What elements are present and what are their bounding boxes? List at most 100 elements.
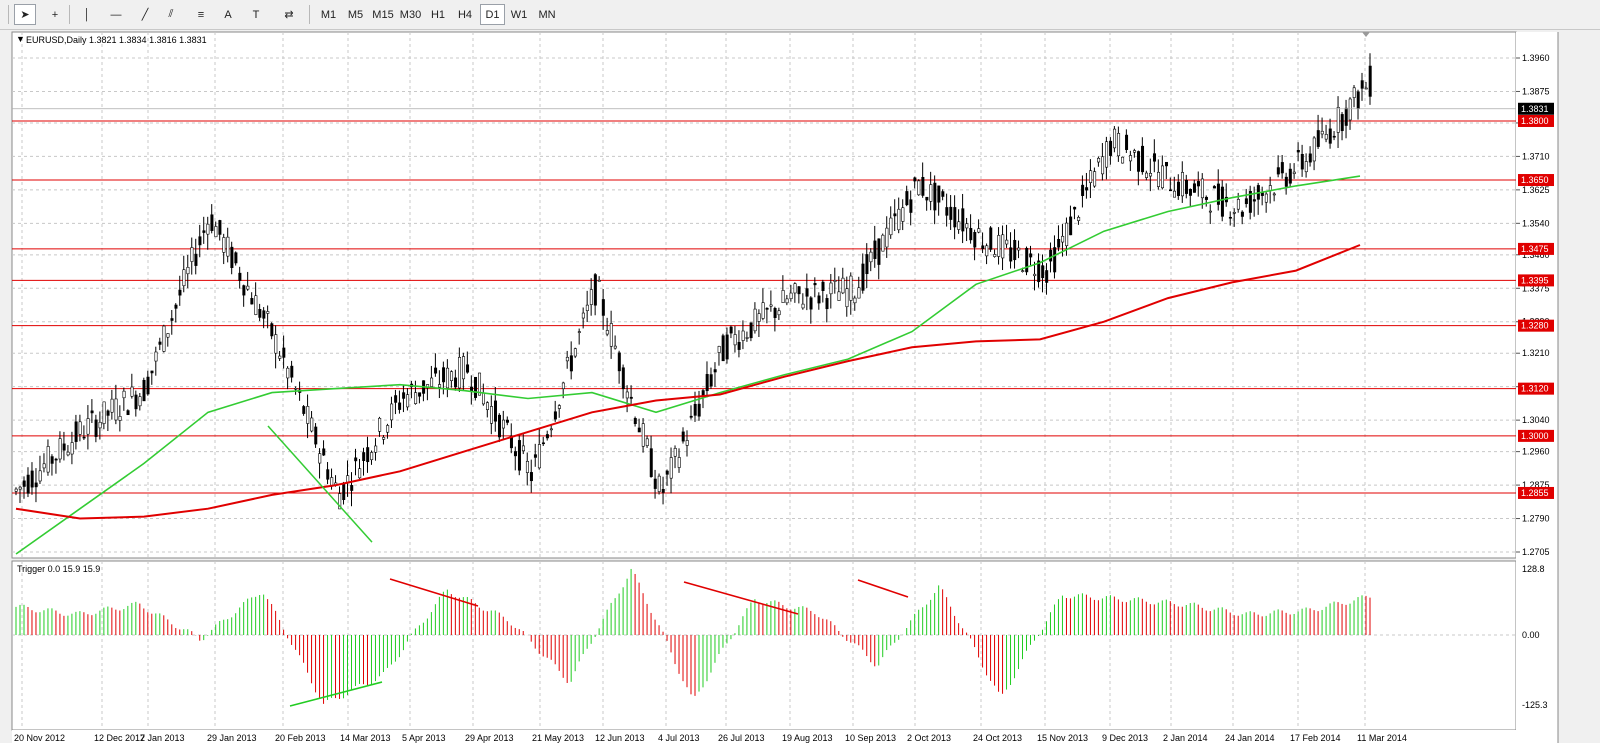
- candle-body: [454, 377, 458, 388]
- candle-body: [685, 440, 689, 446]
- candle-body: [529, 472, 533, 482]
- horizontal-line-icon-button[interactable]: —: [105, 4, 127, 25]
- timeframe-m1-button[interactable]: M1: [320, 8, 337, 21]
- candle-body: [402, 392, 406, 399]
- indicator-panel[interactable]: [11, 560, 1517, 731]
- candle-body: [282, 347, 286, 358]
- toolbar: ➤ + │ — ╱ ⫽ ≡ A T ⇄ M1 M5 M15 M30 H1 H4 D1 W1 MN: [0, 0, 1600, 30]
- timeframe-h4-button[interactable]: H4: [457, 8, 473, 21]
- candle-body: [653, 478, 657, 489]
- candle-body: [386, 425, 390, 433]
- cursor-icon-button[interactable]: ➤: [14, 4, 36, 25]
- candle-body: [18, 486, 22, 490]
- crosshair-icon-button[interactable]: +: [44, 4, 66, 25]
- timeframe-m30-button[interactable]: M30: [399, 8, 422, 21]
- candle-body: [961, 208, 965, 232]
- candle-body: [877, 238, 881, 265]
- candle-body: [773, 308, 777, 318]
- candle-body: [561, 382, 565, 390]
- candle-body: [553, 411, 557, 420]
- candle-body: [665, 470, 669, 475]
- candle-body: [977, 228, 981, 233]
- candle-body: [1332, 135, 1336, 138]
- divergence-line[interactable]: [683, 581, 799, 615]
- candle-body: [1049, 249, 1053, 262]
- candle-body: [805, 288, 809, 297]
- candle-body: [102, 401, 106, 424]
- candle-body: [1153, 153, 1157, 162]
- timeframe-h1-button[interactable]: H1: [430, 8, 446, 21]
- level-price-tag: [1518, 486, 1554, 499]
- date-label: 17 Feb 2014: [1290, 733, 1341, 743]
- fibonacci-icon-button[interactable]: ≡: [190, 4, 212, 25]
- candle-body: [1236, 199, 1240, 210]
- candle-body: [14, 488, 18, 492]
- candle-body: [286, 367, 290, 379]
- trendline-icon-button[interactable]: ╱: [134, 4, 156, 25]
- candle-body: [1368, 65, 1372, 97]
- candle-body: [557, 405, 561, 409]
- cursor-icon: ➤: [20, 9, 30, 21]
- level-price-tag: [1518, 429, 1554, 442]
- date-label: 21 May 2013: [532, 733, 584, 743]
- candle-body: [857, 287, 861, 299]
- text-icon-button[interactable]: A: [218, 4, 238, 25]
- candle-body: [645, 438, 649, 446]
- candle-body: [326, 469, 330, 480]
- candle-body: [1280, 162, 1284, 174]
- candle-body: [378, 417, 382, 432]
- ma-slow-line: [15, 244, 1361, 520]
- candle-body: [34, 482, 38, 488]
- candle-body: [737, 341, 741, 350]
- candle-body: [777, 310, 781, 316]
- timeframe-d1-button[interactable]: D1: [480, 4, 505, 25]
- price-tick-label: 1.3210: [1522, 348, 1550, 358]
- arrows-menu-icon-button[interactable]: ⇄: [272, 4, 306, 25]
- candle-body: [438, 384, 442, 388]
- candle-body: [573, 348, 577, 357]
- candle-body: [885, 227, 889, 248]
- chart-shift-marker[interactable]: [1362, 32, 1370, 37]
- equidistant-channel-icon-button[interactable]: ⫽: [160, 4, 182, 25]
- timeframe-m15-button[interactable]: M15: [372, 8, 394, 21]
- timeframe-w1-button[interactable]: W1: [510, 8, 528, 21]
- trendline-down[interactable]: [267, 425, 373, 543]
- candle-body: [673, 448, 677, 457]
- candle-body: [597, 280, 601, 282]
- timeframe-m5-button[interactable]: M5: [347, 8, 364, 21]
- toolbar-separator: [309, 5, 310, 24]
- date-label: 10 Sep 2013: [845, 733, 896, 743]
- chart-menu-icon[interactable]: ▼: [16, 34, 25, 44]
- candle-body: [749, 322, 753, 339]
- divergence-line[interactable]: [857, 579, 909, 598]
- candle-body: [1009, 247, 1013, 262]
- candle-body: [278, 355, 282, 359]
- candle-body: [146, 376, 150, 395]
- candle-body: [46, 446, 50, 473]
- candle-body: [398, 402, 402, 410]
- candle-body: [697, 403, 701, 417]
- date-label: 24 Jan 2014: [1225, 733, 1275, 743]
- vertical-line-icon-button[interactable]: │: [79, 4, 95, 25]
- candle-body: [785, 298, 789, 304]
- timeframe-mn-button[interactable]: MN: [538, 8, 556, 21]
- candle-body: [274, 334, 278, 354]
- level-price-tag: [1518, 274, 1554, 287]
- text-label-icon-button[interactable]: T: [246, 4, 266, 25]
- candle-body: [122, 390, 126, 399]
- candle-body: [310, 417, 314, 432]
- level-price-label: 1.3475: [1521, 244, 1549, 254]
- equidistant-channel-icon: ⫽: [168, 8, 174, 20]
- candle-body: [342, 483, 346, 501]
- horizontal-line-icon: —: [110, 8, 122, 21]
- candle-body: [833, 280, 837, 282]
- candle-body: [1157, 171, 1161, 187]
- candle-body: [106, 410, 110, 416]
- divergence-line[interactable]: [289, 681, 383, 707]
- candle-body: [234, 252, 238, 264]
- candle-body: [1240, 211, 1244, 217]
- divergence-line[interactable]: [389, 578, 479, 607]
- candle-body: [593, 274, 597, 306]
- main-chart-panel[interactable]: [11, 31, 1517, 559]
